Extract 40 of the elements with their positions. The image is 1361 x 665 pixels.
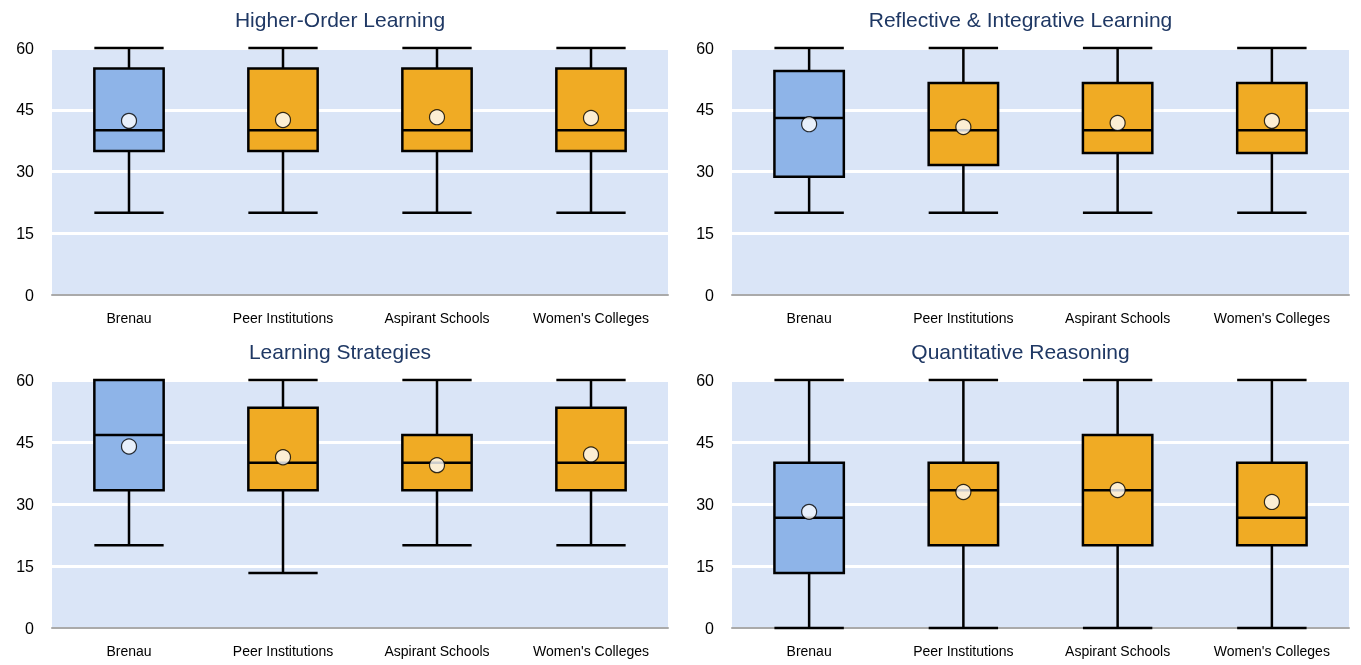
x-tick-label: Brenau [786, 643, 832, 659]
y-tick-label: 30 [16, 163, 35, 180]
y-tick-label: 0 [25, 619, 35, 637]
y-tick-label: 60 [696, 371, 715, 389]
x-tick-label: Peer Institutions [913, 310, 1014, 326]
chart-title: Quantitative Reasoning [911, 340, 1130, 363]
y-tick-label: 45 [696, 433, 715, 451]
x-tick-label: Aspirant Schools [384, 310, 490, 326]
x-tick-label: Brenau [106, 643, 152, 659]
y-tick-label: 15 [16, 557, 35, 575]
x-tick-label: Women's Colleges [532, 643, 650, 659]
y-tick-label: 0 [25, 286, 35, 304]
y-tick-label: 0 [705, 286, 715, 304]
x-tick-label: Aspirant Schools [384, 643, 490, 659]
y-tick-label: 0 [705, 619, 715, 637]
y-tick-label: 15 [696, 557, 715, 575]
y-tick-label: 60 [16, 39, 35, 57]
x-tick-label: Brenau [786, 310, 832, 326]
y-tick-label: 45 [16, 433, 35, 451]
y-tick-label: 15 [696, 224, 715, 242]
y-tick-label: 30 [16, 495, 35, 513]
y-tick-label: 30 [696, 495, 715, 513]
x-tick-label: Aspirant Schools [1065, 310, 1171, 326]
x-tick-label: Aspirant Schools [1065, 643, 1171, 659]
y-tick-label: 45 [16, 101, 35, 119]
x-tick-label: Peer Institutions [232, 310, 334, 326]
x-tick-label: Women's Colleges [1213, 310, 1330, 326]
chart-title: Higher-Order Learning [234, 8, 446, 31]
x-tick-label: Women's Colleges [1213, 643, 1330, 659]
y-tick-label: 45 [696, 101, 715, 119]
y-tick-label: 60 [696, 39, 715, 57]
y-tick-label: 15 [16, 224, 35, 242]
x-tick-label: Peer Institutions [232, 643, 334, 659]
chart-title: Reflective & Integrative Learning [868, 8, 1173, 31]
y-tick-label: 60 [16, 371, 35, 389]
x-tick-label: Peer Institutions [913, 643, 1014, 659]
chart-title: Learning Strategies [248, 340, 432, 363]
x-tick-label: Brenau [106, 310, 152, 326]
y-tick-label: 30 [696, 163, 715, 180]
x-tick-label: Women's Colleges [532, 310, 650, 326]
